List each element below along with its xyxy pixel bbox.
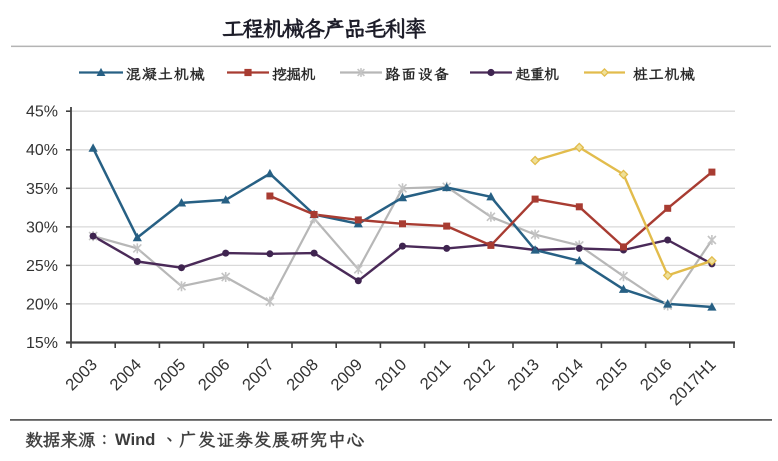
svg-text:40%: 40% xyxy=(26,142,58,159)
svg-text:30%: 30% xyxy=(26,219,58,236)
svg-text:25%: 25% xyxy=(26,258,58,275)
svg-text:35%: 35% xyxy=(26,181,58,198)
svg-text:45%: 45% xyxy=(26,104,58,121)
svg-text:15%: 15% xyxy=(26,335,58,352)
svg-text:20%: 20% xyxy=(26,296,58,313)
